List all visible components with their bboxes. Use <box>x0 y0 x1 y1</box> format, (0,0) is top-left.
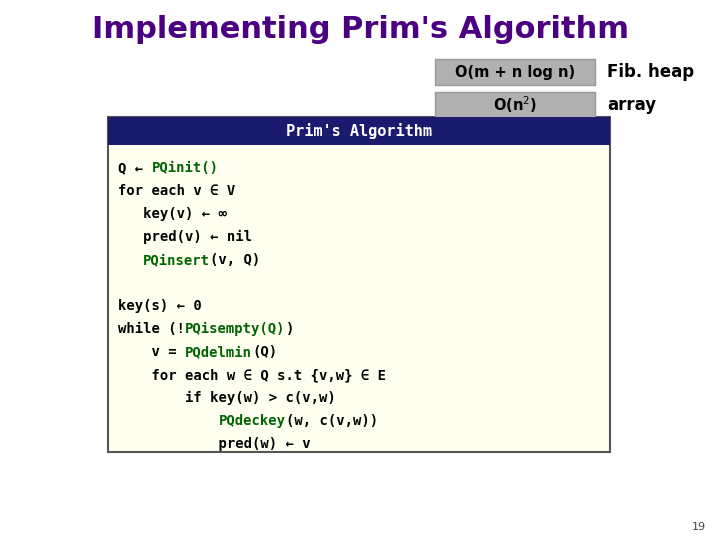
Bar <box>108 117 610 145</box>
Text: key(s) ← 0: key(s) ← 0 <box>118 299 202 313</box>
Text: PQinsert: PQinsert <box>143 253 210 267</box>
Text: ): ) <box>286 322 294 336</box>
Text: O(n$^2$): O(n$^2$) <box>493 94 537 116</box>
Text: Implementing Prim's Algorithm: Implementing Prim's Algorithm <box>91 16 629 44</box>
Text: PQisempty(Q): PQisempty(Q) <box>185 322 286 336</box>
Text: O(m + n log n): O(m + n log n) <box>455 64 575 79</box>
Text: PQdelmin: PQdelmin <box>185 345 252 359</box>
Bar <box>435 92 595 118</box>
Text: key(v) ← ∞: key(v) ← ∞ <box>118 207 227 221</box>
Text: PQinit(): PQinit() <box>151 161 218 175</box>
Text: 19: 19 <box>692 522 706 532</box>
Text: (w, c(v,w)): (w, c(v,w)) <box>286 414 377 428</box>
Text: pred(w) ← v: pred(w) ← v <box>118 437 310 451</box>
Text: while (!: while (! <box>118 322 185 336</box>
Bar <box>435 59 595 85</box>
Text: v =: v = <box>118 345 185 359</box>
Bar <box>108 117 610 452</box>
Text: for each v ∈ V: for each v ∈ V <box>118 184 235 198</box>
Text: pred(v) ← nil: pred(v) ← nil <box>118 230 252 244</box>
Text: PQdeckey: PQdeckey <box>218 414 286 428</box>
Text: Prim's Algorithm: Prim's Algorithm <box>286 123 432 139</box>
Text: (v, Q): (v, Q) <box>210 253 261 267</box>
Text: array: array <box>607 96 656 114</box>
Text: for each w ∈ Q s.t {v,w} ∈ E: for each w ∈ Q s.t {v,w} ∈ E <box>118 368 386 382</box>
Text: if key(w) > c(v,w): if key(w) > c(v,w) <box>118 391 336 405</box>
Text: Q ←: Q ← <box>118 161 151 175</box>
Text: Fib. heap: Fib. heap <box>607 63 694 81</box>
Text: (Q): (Q) <box>252 345 277 359</box>
